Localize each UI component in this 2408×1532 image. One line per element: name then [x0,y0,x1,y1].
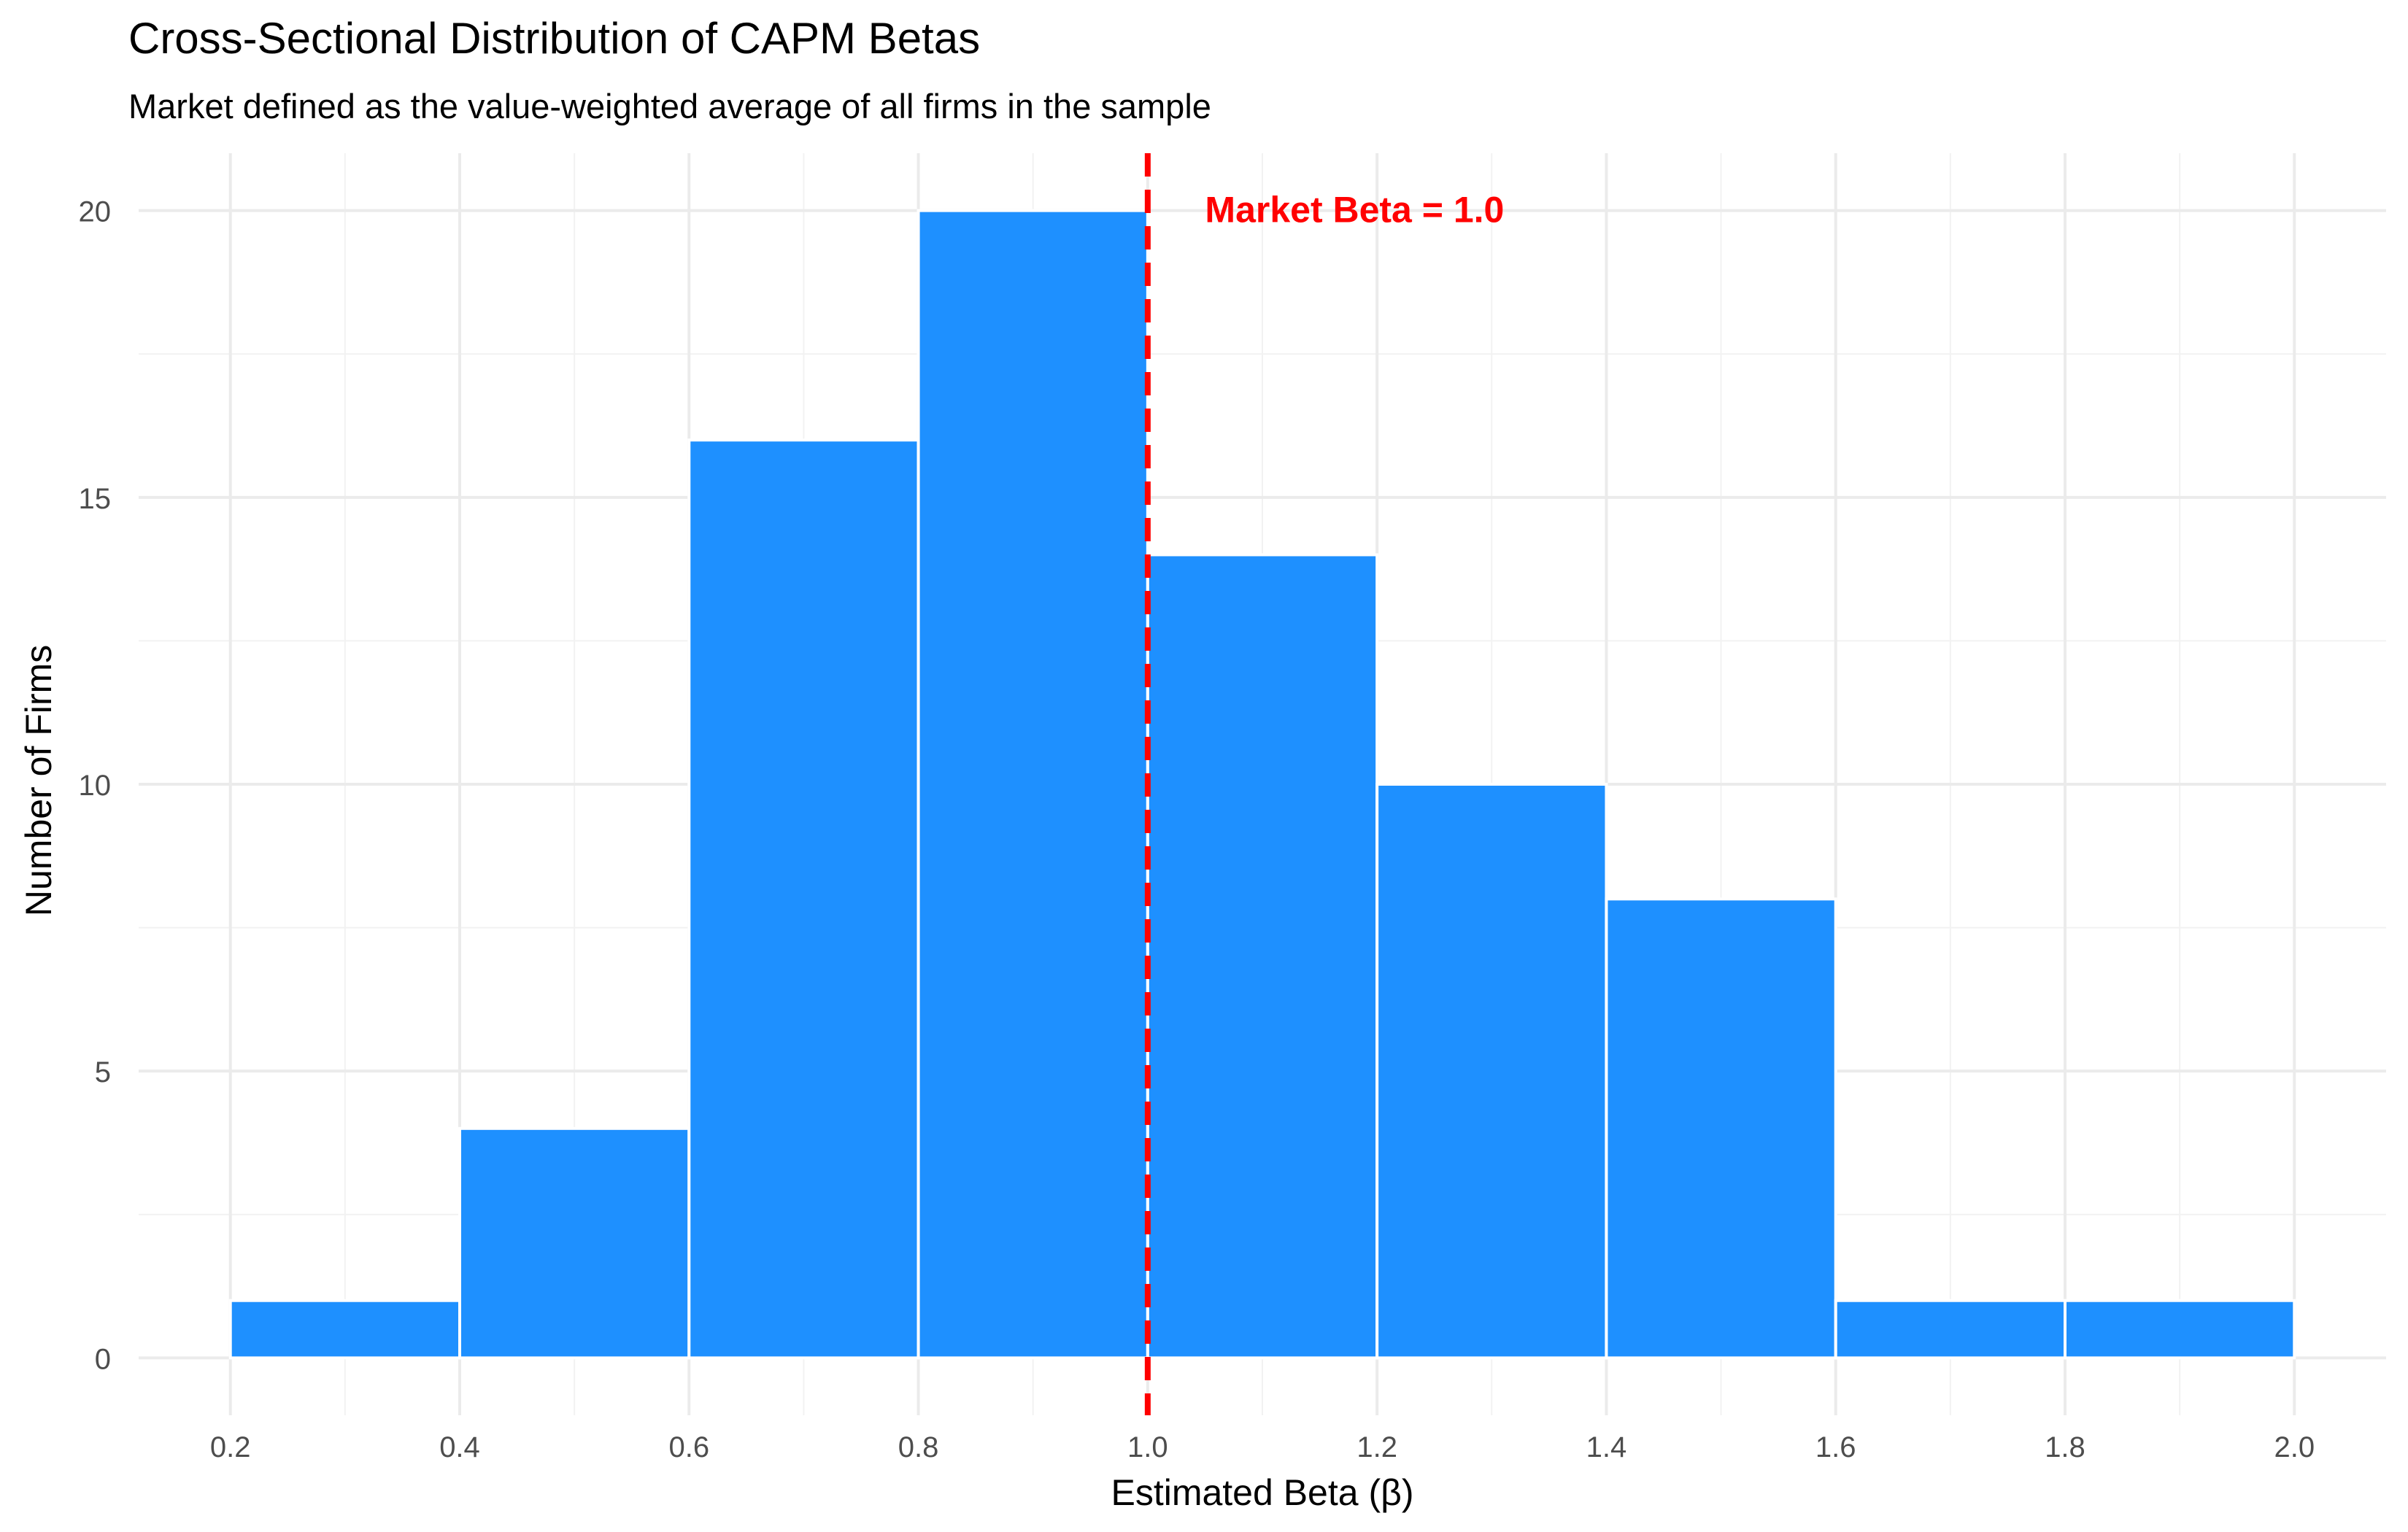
y-tick-label: 5 [95,1056,111,1088]
y-tick-label: 15 [79,483,112,515]
x-tick-label: 0.6 [668,1431,709,1463]
reference-line-group: Market Beta = 1.0 [1144,153,1504,1415]
x-tick-label: 1.0 [1127,1431,1168,1463]
chart-subtitle: Market defined as the value-weighted ave… [128,87,1211,125]
histogram-bar [458,1126,691,1360]
x-axis-ticks: 0.2 0.4 0.6 0.8 1.0 1.2 1.4 1.6 1.8 2.0 [210,1431,2315,1463]
histogram-bar [228,1299,461,1360]
x-tick-label: 0.4 [439,1431,480,1463]
histogram-bars [228,209,2296,1360]
y-axis-ticks: 0 5 10 15 20 [79,196,112,1376]
reference-line-label: Market Beta = 1.0 [1205,190,1504,231]
x-tick-label: 1.2 [1357,1431,1397,1463]
chart-title: Cross-Sectional Distribution of CAPM Bet… [128,14,981,63]
x-tick-label: 1.8 [2045,1431,2085,1463]
x-axis-label: Estimated Beta (β) [1111,1472,1413,1513]
y-axis-label: Number of Firms [18,645,59,916]
x-tick-label: 1.4 [1586,1431,1627,1463]
y-tick-label: 20 [79,196,112,228]
histogram-bar [1375,783,1608,1360]
x-tick-label: 0.2 [210,1431,251,1463]
y-tick-label: 10 [79,770,112,802]
x-tick-label: 0.8 [898,1431,939,1463]
y-tick-label: 0 [95,1343,111,1375]
histogram-bar [1146,553,1379,1360]
histogram-bar [687,438,920,1360]
histogram-bar [2064,1299,2296,1360]
histogram-bar [1834,1299,2067,1360]
histogram-bar [1605,897,1837,1360]
x-tick-label: 2.0 [2274,1431,2315,1463]
histogram-bar [916,209,1149,1360]
x-tick-label: 1.6 [1815,1431,1856,1463]
